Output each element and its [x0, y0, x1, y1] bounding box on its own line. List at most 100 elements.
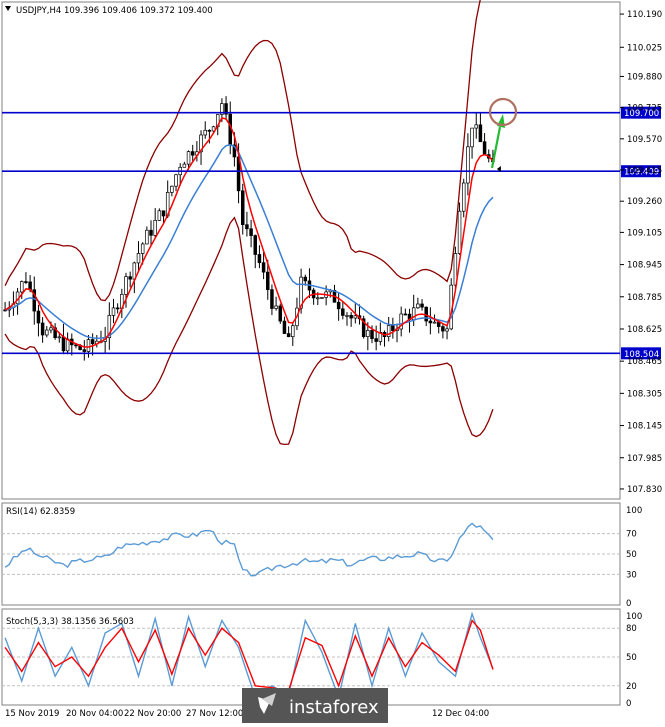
stoch-title: Stoch(5,3,3) 38.1356 36.5603	[6, 617, 134, 627]
candle	[128, 271, 132, 288]
candle	[386, 316, 391, 342]
price-tick-label: 109.260	[627, 197, 662, 207]
candle	[270, 284, 274, 316]
stoch-tick-label: 80	[626, 624, 637, 634]
rsi-tick-label: 50	[626, 550, 637, 560]
fast-moving-average	[4, 117, 494, 348]
rsi-pane[interactable]: RSI(14) 62.8359	[1, 502, 621, 606]
main-chart-title: USDJPY,H4 109.396 109.406 109.372 109.40…	[16, 6, 213, 16]
candle	[403, 308, 408, 316]
candle	[286, 326, 291, 338]
candle	[257, 245, 262, 269]
candle	[361, 315, 366, 339]
candle	[278, 303, 283, 324]
time-tick-label: 15 Nov 2019	[5, 709, 59, 719]
price-tick-label: 110.025	[627, 43, 662, 53]
candle	[161, 210, 166, 224]
time-tick-label: 27 Nov 12:00	[186, 709, 243, 719]
candle	[420, 299, 424, 311]
stoch-tick-label: 0	[626, 699, 631, 709]
forecast-arrow	[490, 126, 502, 169]
rsi-tick-label: 0	[626, 599, 631, 609]
price-tick-label: 108.145	[627, 422, 662, 432]
candle	[374, 325, 378, 351]
current-price-marker-icon	[496, 166, 501, 173]
stoch-axis: 100 80 50 20 0	[626, 612, 642, 709]
watermark-logo: instaforex	[242, 688, 388, 723]
candle	[170, 185, 174, 197]
stoch-tick-label: 100	[626, 612, 642, 622]
candle	[320, 297, 324, 299]
candle	[136, 241, 141, 272]
level-price-tag: 109.700	[621, 106, 661, 119]
candle	[24, 272, 28, 285]
level-price-tag: 109.409	[621, 165, 661, 178]
price-tick-label: 108.625	[627, 325, 662, 335]
candle	[174, 173, 178, 192]
price-tick-label: 110.190	[627, 10, 662, 20]
rsi-tick-label: 70	[626, 530, 637, 540]
candle	[240, 183, 245, 235]
candle	[40, 317, 45, 343]
candle	[282, 316, 287, 334]
rsi-title: RSI(14) 62.8359	[6, 507, 75, 517]
rsi-axis: 100 70 50 30 0	[626, 506, 642, 609]
candle	[249, 219, 253, 248]
candle	[474, 112, 478, 139]
candle	[453, 246, 458, 292]
candle	[203, 121, 207, 139]
target-circle	[488, 97, 518, 127]
candle	[149, 220, 153, 246]
candle	[245, 211, 249, 237]
slow-moving-average	[4, 144, 494, 340]
stoch-signal-line	[4, 619, 494, 692]
candle	[145, 226, 149, 245]
candle	[157, 208, 162, 221]
candle	[186, 150, 191, 170]
rsi-line	[4, 522, 494, 577]
time-tick-label: 12 Dec 04:00	[432, 709, 489, 719]
price-tick-label: 109.880	[627, 72, 662, 82]
watermark-text: instaforex	[289, 697, 379, 718]
stoch-tick-label: 50	[626, 653, 637, 663]
dropdown-triangle-icon[interactable]	[5, 6, 11, 11]
time-axis: 15 Nov 2019 20 Nov 04:00 22 Nov 20:00 27 No…	[5, 709, 489, 719]
stoch-tick-label: 20	[626, 682, 637, 692]
rsi-tick-label: 30	[626, 570, 637, 580]
candle	[461, 178, 466, 218]
candle	[457, 202, 462, 255]
price-tick-label: 107.985	[627, 454, 662, 464]
candle	[345, 312, 349, 326]
level-price-label: 109.700	[624, 109, 659, 119]
candle	[107, 302, 112, 350]
level-price-tag: 108.504	[621, 347, 661, 360]
price-tick-label: 109.570	[627, 135, 662, 145]
candle	[153, 208, 157, 239]
main-price-pane[interactable]: USDJPY,H4 109.396 109.406 109.372 109.40…	[1, 0, 621, 500]
price-tick-label: 108.305	[627, 389, 662, 399]
candle	[336, 291, 341, 321]
candle	[428, 307, 433, 335]
level-price-label: 108.504	[624, 350, 659, 360]
candle	[90, 333, 95, 356]
candle	[182, 161, 187, 168]
candle	[224, 96, 228, 121]
candle	[445, 325, 449, 340]
price-tick-label: 108.465	[627, 357, 662, 367]
candle	[466, 133, 470, 196]
candle	[291, 323, 295, 346]
candle	[266, 259, 270, 300]
bollinger-lower-band	[4, 216, 494, 446]
candle	[274, 296, 278, 311]
candle	[478, 111, 483, 143]
candle	[20, 280, 24, 299]
instaforex-logo-icon	[258, 693, 276, 714]
candle	[207, 129, 212, 144]
candle	[441, 323, 445, 339]
candle	[199, 130, 203, 165]
candle	[190, 144, 195, 162]
price-tick-label: 108.785	[627, 293, 662, 303]
price-tick-label: 108.945	[627, 261, 662, 271]
candle	[45, 326, 49, 338]
rsi-tick-label: 100	[626, 506, 642, 516]
